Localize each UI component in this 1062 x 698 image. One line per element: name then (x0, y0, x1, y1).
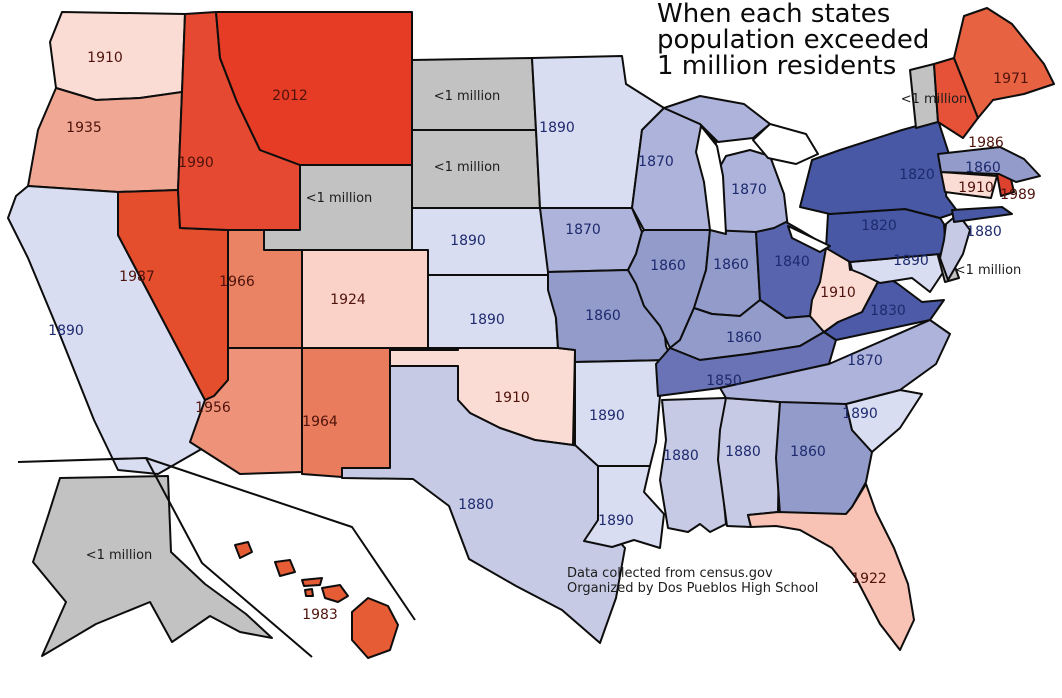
state-iowa (539, 207, 643, 273)
new-york-label: 1820 (899, 167, 935, 183)
minnesota-label: 1890 (539, 120, 575, 136)
state-alaska (32, 475, 273, 657)
pennsylvania-label: 1820 (861, 218, 897, 234)
new-jersey-label: 1880 (966, 224, 1002, 240)
utah-label: 1966 (219, 274, 255, 290)
delaware-label: <1 million (955, 263, 1022, 278)
florida-label: 1922 (851, 571, 887, 587)
north-dakota-label: <1 million (434, 89, 501, 104)
state-louisiana (583, 465, 665, 549)
state-new-hampshire (933, 57, 979, 139)
california-label: 1890 (48, 323, 84, 339)
state-hawaii-oahu (274, 559, 296, 577)
idaho-label: 1990 (178, 155, 214, 171)
state-new-york-long-island (951, 206, 1013, 223)
state-montana (215, 11, 413, 166)
south-dakota-label: <1 million (434, 160, 501, 175)
state-new-mexico (301, 347, 391, 478)
alaska-label: <1 million (86, 548, 153, 563)
state-north-carolina (719, 319, 951, 405)
source-credit-line-2: Organized by Dos Pueblos High School (567, 581, 819, 596)
lake-huron (752, 123, 819, 165)
tennessee-label: 1850 (706, 373, 742, 389)
texas-label: 1880 (458, 497, 494, 513)
south-carolina-label: 1890 (842, 406, 878, 422)
indiana-label: 1860 (713, 257, 749, 273)
state-oregon (27, 87, 183, 193)
mississippi-label: 1880 (663, 448, 699, 464)
arizona-label: 1956 (195, 400, 231, 416)
source-credit: Data collected from census.gov Organized… (567, 566, 818, 596)
louisiana-label: 1890 (598, 513, 634, 529)
ohio-label: 1840 (774, 254, 810, 270)
missouri-label: 1860 (585, 308, 621, 324)
lake-michigan (695, 125, 727, 235)
map-title: When each states population exceeded 1 m… (657, 1, 929, 79)
north-carolina-label: 1870 (847, 353, 883, 369)
arkansas-label: 1890 (589, 408, 625, 424)
wyoming-label: <1 million (306, 191, 373, 206)
oregon-label: 1935 (66, 120, 102, 136)
state-hawaii-kauai (234, 541, 253, 559)
georgia-label: 1860 (790, 444, 826, 460)
michigan-label: 1870 (731, 182, 767, 198)
state-florida (747, 483, 915, 651)
rhode-island-label: 1989 (1000, 187, 1036, 203)
kentucky-label: 1860 (726, 330, 762, 346)
state-hawaii-lanai (304, 588, 314, 597)
nebraska-label: 1890 (450, 233, 486, 249)
map-title-line-2: population exceeded (657, 25, 930, 55)
nevada-label: 1987 (119, 269, 155, 285)
montana-label: 2012 (272, 88, 308, 104)
state-mississippi (659, 397, 727, 533)
wisconsin-label: 1870 (638, 154, 674, 170)
new-mexico-label: 1964 (302, 414, 338, 430)
state-connecticut (940, 171, 998, 199)
map-title-line-3: 1 million residents (657, 51, 897, 81)
west-virginia-label: 1910 (820, 285, 856, 301)
alabama-label: 1880 (725, 444, 761, 460)
state-hawaii-molokai (301, 577, 323, 587)
source-credit-line-1: Data collected from census.gov (567, 566, 773, 581)
virginia-label: 1830 (870, 303, 906, 319)
oklahoma-label: 1910 (494, 390, 530, 406)
connecticut-label: 1910 (958, 180, 994, 196)
massachusetts-label: 1860 (965, 160, 1001, 176)
iowa-label: 1870 (565, 222, 601, 238)
lake-erie (787, 225, 831, 253)
map-title-line-1: When each states (657, 0, 891, 29)
state-labels: 1910 1935 1890 1987 1990 2012 <1 million… (48, 50, 1036, 623)
colorado-label: 1924 (330, 292, 366, 308)
state-hawaii-big-island (351, 597, 399, 659)
illinois-label: 1860 (650, 258, 686, 274)
state-alabama (717, 397, 781, 528)
kansas-label: 1890 (469, 312, 505, 328)
hawaii-label: 1983 (302, 607, 338, 623)
new-hampshire-label: 1986 (968, 135, 1004, 151)
maryland-label: 1890 (893, 253, 929, 269)
state-massachusetts (937, 146, 1041, 183)
washington-label: 1910 (87, 50, 123, 66)
state-hawaii-maui (321, 584, 349, 603)
maine-label: 1971 (993, 71, 1029, 87)
inset-divider-hawaii (145, 457, 416, 621)
state-texas (341, 365, 626, 644)
inset-divider-alaska (17, 457, 313, 658)
state-maine (953, 7, 1055, 119)
vermont-label: <1 million (901, 92, 968, 107)
